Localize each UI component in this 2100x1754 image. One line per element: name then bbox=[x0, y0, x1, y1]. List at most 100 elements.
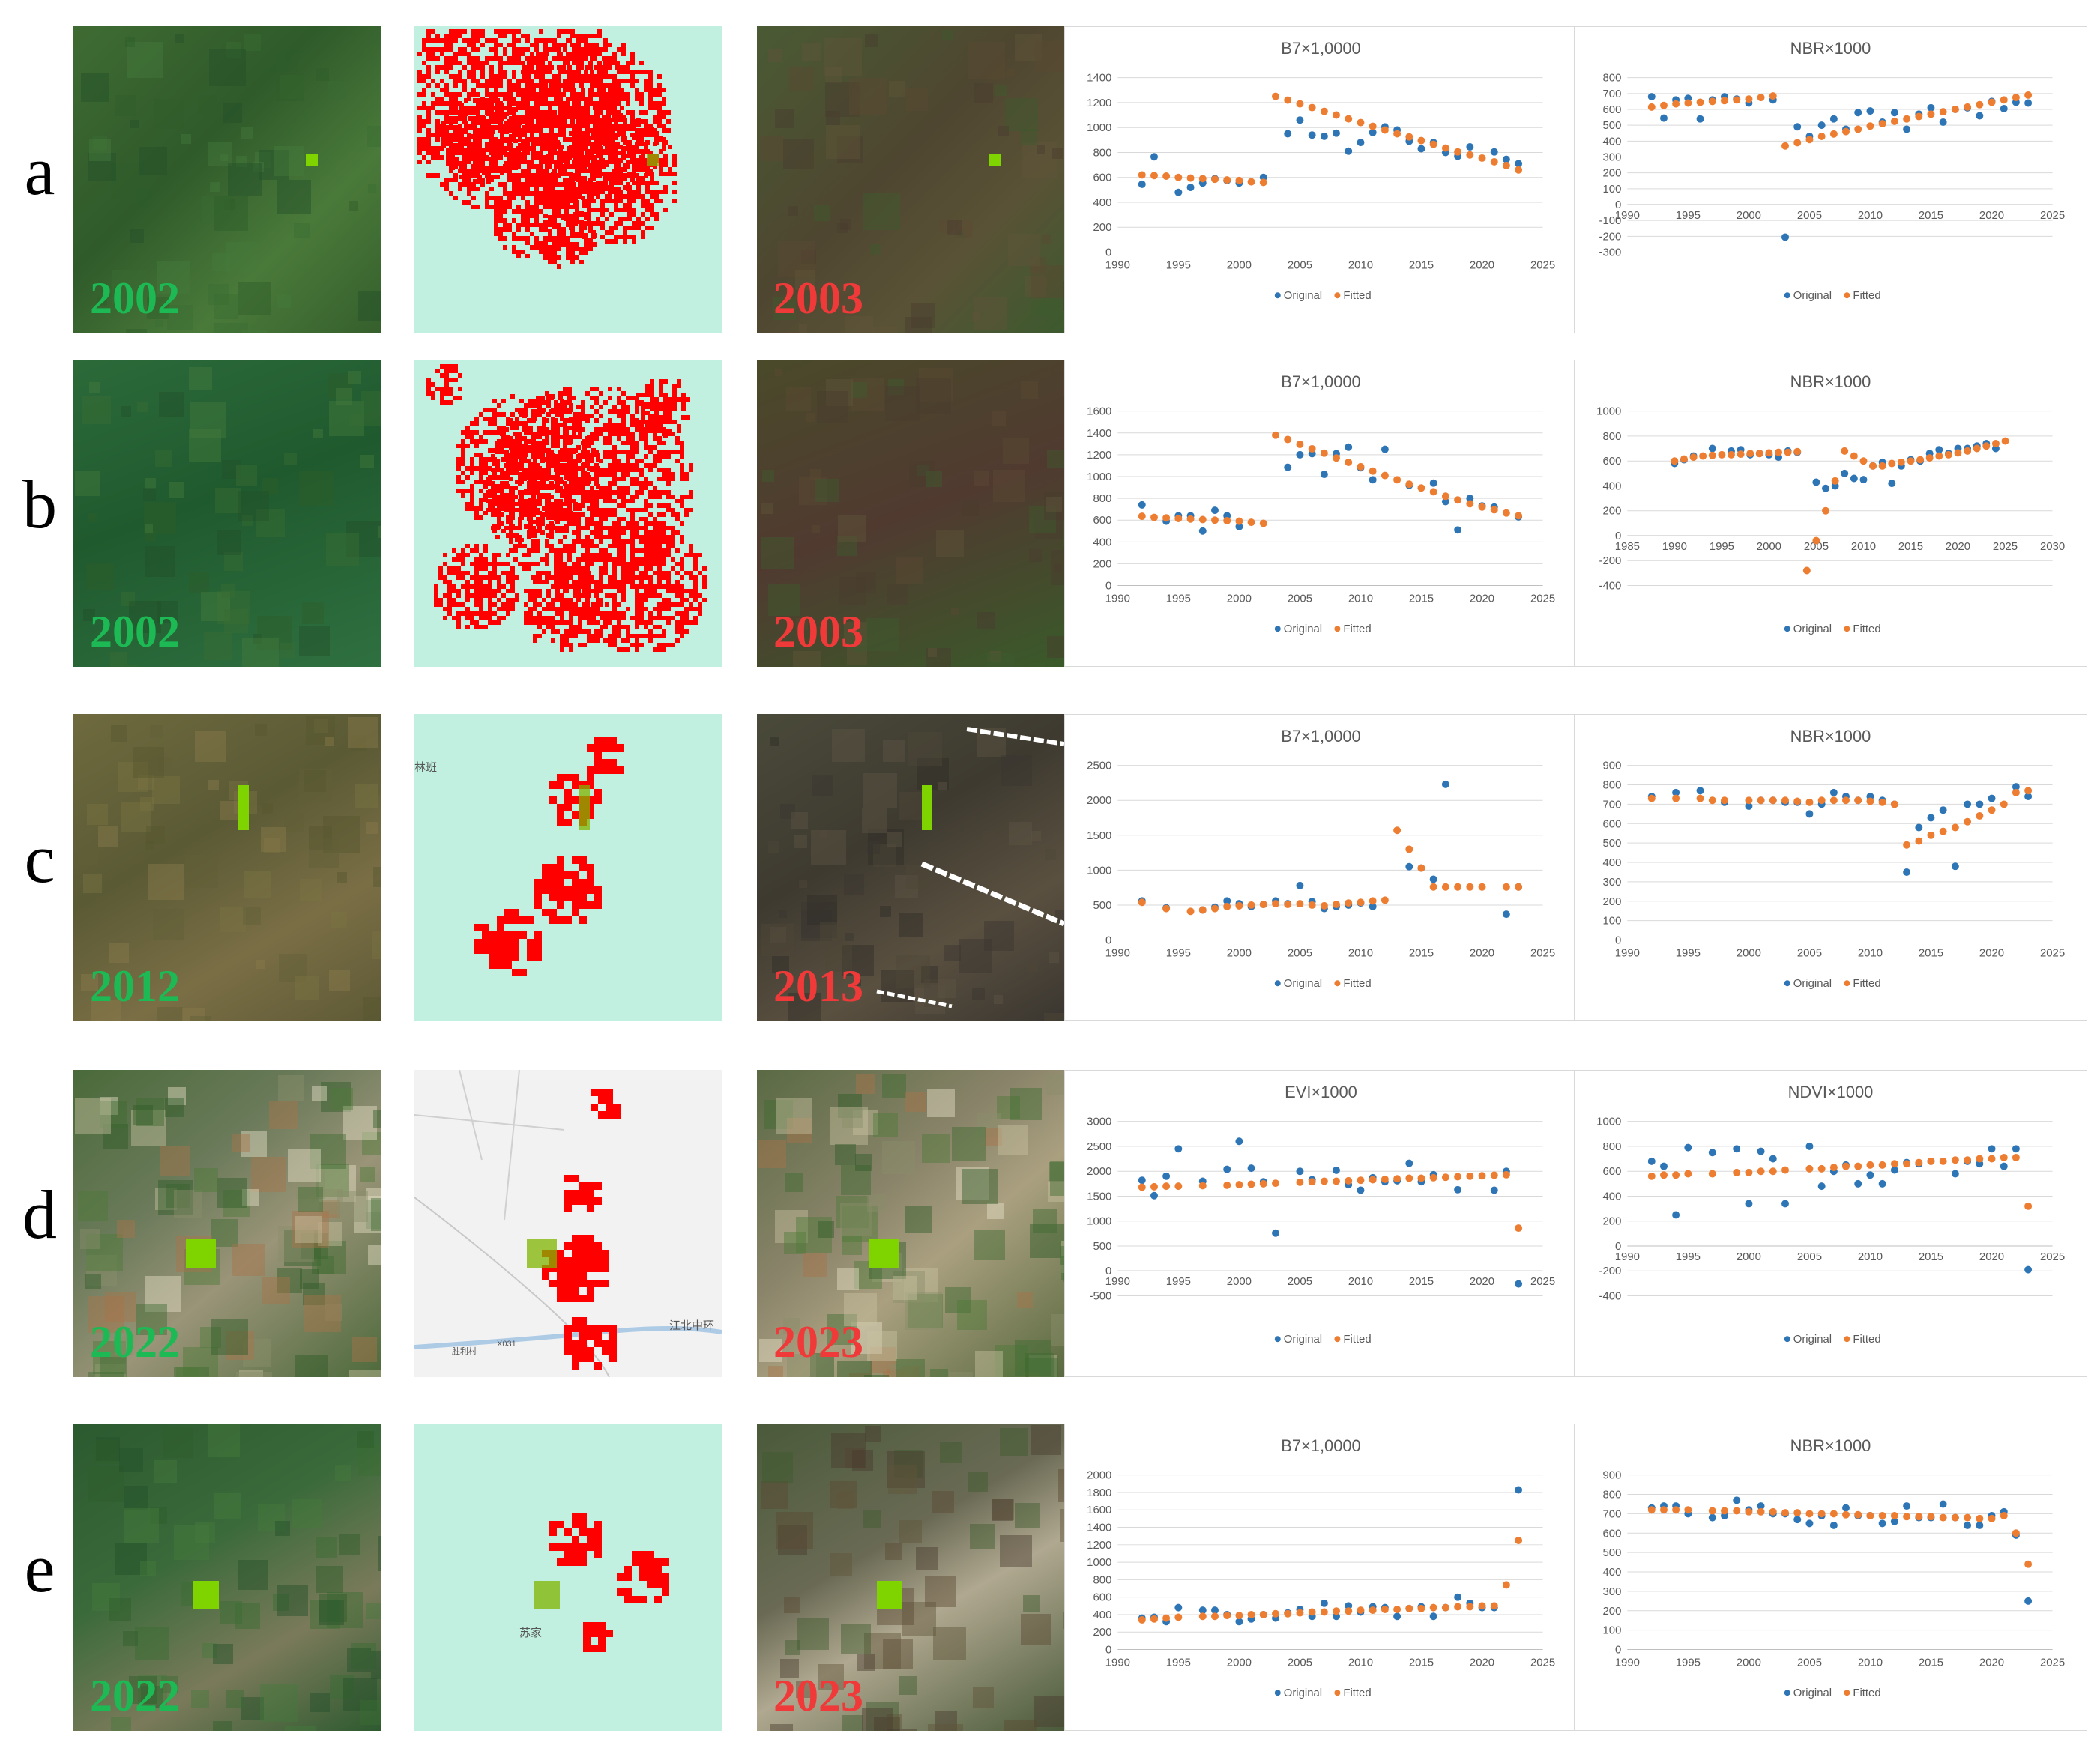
fitted-point bbox=[1247, 518, 1255, 527]
fitted-point bbox=[1320, 901, 1328, 910]
original-point bbox=[1308, 131, 1316, 139]
fitted-point bbox=[1296, 100, 1304, 108]
x-tick-label: 2010 bbox=[1348, 258, 1373, 271]
x-tick-label: 2020 bbox=[1470, 258, 1494, 271]
year-before-label: 2022 bbox=[90, 1317, 180, 1367]
legend-original-label: Original bbox=[1284, 1687, 1322, 1699]
fitted-point bbox=[1925, 454, 1934, 462]
legend-fitted-label: Fitted bbox=[1853, 1333, 1880, 1346]
fitted-point bbox=[1680, 455, 1688, 463]
x-tick-label: 2025 bbox=[2040, 1251, 2065, 1263]
y-tick-label: -500 bbox=[1090, 1290, 1112, 1303]
sample-pixel-marker bbox=[186, 1239, 216, 1268]
fitted-point bbox=[1381, 1606, 1389, 1613]
y-tick-label: 1800 bbox=[1087, 1487, 1111, 1499]
y-tick-label: 200 bbox=[1093, 1626, 1111, 1639]
original-point bbox=[1829, 1521, 1838, 1529]
image-texture bbox=[761, 727, 1064, 1021]
fitted-point bbox=[1162, 1182, 1171, 1191]
x-tick-label: 2020 bbox=[1979, 1656, 2004, 1669]
fitted-point bbox=[1186, 174, 1195, 182]
fitted-point bbox=[1441, 144, 1449, 152]
original-point bbox=[1745, 1200, 1753, 1208]
fitted-point bbox=[1417, 1604, 1425, 1612]
fitted-point bbox=[1454, 1173, 1462, 1181]
y-tick-label: 0 bbox=[1615, 530, 1621, 542]
chart-svg: B7×1,0000 0 500 1000 1500 2000 2500 1990 1995 200… bbox=[1087, 727, 1555, 990]
sample-pixel-marker bbox=[922, 785, 932, 830]
original-point bbox=[1490, 1186, 1498, 1194]
fitted-point bbox=[1502, 509, 1510, 517]
original-point bbox=[1822, 484, 1830, 492]
x-tick-label: 2005 bbox=[1288, 258, 1312, 271]
original-point bbox=[1502, 155, 1510, 163]
fitted-point bbox=[1890, 1160, 1898, 1168]
fitted-point bbox=[1672, 100, 1680, 108]
fitted-point bbox=[1284, 901, 1292, 909]
legend-fitted-label: Fitted bbox=[1343, 1687, 1371, 1699]
x-tick-label: 2015 bbox=[1409, 946, 1434, 959]
year-after-label: 2003 bbox=[773, 273, 863, 323]
fitted-point bbox=[1186, 907, 1195, 916]
legend-original-marker bbox=[1784, 980, 1790, 987]
fitted-point bbox=[1429, 883, 1437, 891]
fitted-point bbox=[1755, 450, 1763, 458]
y-tick-label: 100 bbox=[1602, 1624, 1621, 1637]
x-tick-label: 1990 bbox=[1105, 258, 1130, 271]
legend-original-label: Original bbox=[1793, 977, 1832, 990]
fitted-point bbox=[1793, 447, 1802, 456]
fitted-point bbox=[1775, 448, 1783, 456]
fitted-point bbox=[1802, 566, 1811, 575]
legend-original-marker bbox=[1274, 1336, 1281, 1343]
fitted-point bbox=[1781, 796, 1789, 805]
x-tick-label: 2025 bbox=[2040, 946, 2065, 959]
map-place-label: 林班 bbox=[414, 761, 438, 774]
x-tick-label: 2015 bbox=[1409, 258, 1434, 271]
original-point bbox=[1162, 1172, 1171, 1180]
original-point bbox=[1951, 862, 1959, 871]
y-tick-label: 0 bbox=[1615, 1644, 1621, 1657]
image-texture bbox=[761, 366, 1064, 667]
chart-panel: B7×1,0000 0 200 400 600 800 1000 1200 1400 1600 18… bbox=[1064, 1424, 1578, 1731]
fitted-point bbox=[1951, 1156, 1959, 1164]
fitted-point bbox=[1357, 1606, 1365, 1615]
fitted-point bbox=[1502, 161, 1510, 169]
y-tick-label: 600 bbox=[1602, 1165, 1621, 1178]
fitted-point bbox=[1769, 92, 1777, 100]
chart-svg: B7×1,0000 0 200 400 600 800 1000 1200 1400 1600 19… bbox=[1087, 372, 1555, 635]
original-point bbox=[1174, 1603, 1183, 1612]
original-point bbox=[1903, 1502, 1911, 1510]
fitted-point bbox=[1247, 901, 1255, 909]
x-tick-label: 2000 bbox=[1227, 592, 1252, 605]
original-point bbox=[1296, 1167, 1304, 1176]
fitted-point bbox=[1982, 442, 1991, 450]
fitted-point bbox=[1150, 172, 1158, 180]
fitted-point bbox=[1976, 1514, 1984, 1522]
fitted-point bbox=[1915, 1158, 1923, 1167]
fitted-point bbox=[1515, 1224, 1523, 1233]
original-point bbox=[1466, 495, 1474, 503]
fitted-point bbox=[1417, 1174, 1425, 1182]
original-point bbox=[1345, 147, 1353, 155]
x-tick-label: 2010 bbox=[1858, 946, 1883, 959]
y-tick-label: 400 bbox=[1602, 856, 1621, 869]
y-tick-label: 700 bbox=[1602, 798, 1621, 811]
x-tick-label: 2010 bbox=[1348, 1656, 1373, 1669]
original-point bbox=[2000, 104, 2008, 112]
original-point bbox=[1429, 1612, 1437, 1621]
fitted-point bbox=[1866, 797, 1874, 805]
fitted-point bbox=[1454, 1603, 1462, 1611]
fitted-point bbox=[1259, 178, 1267, 187]
x-tick-label: 2015 bbox=[1919, 946, 1943, 959]
original-point bbox=[1939, 1500, 1947, 1508]
y-tick-label: 1000 bbox=[1596, 1116, 1621, 1128]
original-point bbox=[1345, 1602, 1353, 1610]
fitted-point bbox=[1954, 449, 1962, 457]
original-point bbox=[1138, 180, 1146, 188]
fitted-point bbox=[2024, 787, 2033, 795]
original-point bbox=[1211, 506, 1219, 515]
fitted-point bbox=[1138, 1183, 1146, 1191]
fitted-point bbox=[1272, 431, 1279, 439]
fitted-point bbox=[2001, 437, 2009, 445]
y-tick-label: 1500 bbox=[1087, 1190, 1111, 1203]
